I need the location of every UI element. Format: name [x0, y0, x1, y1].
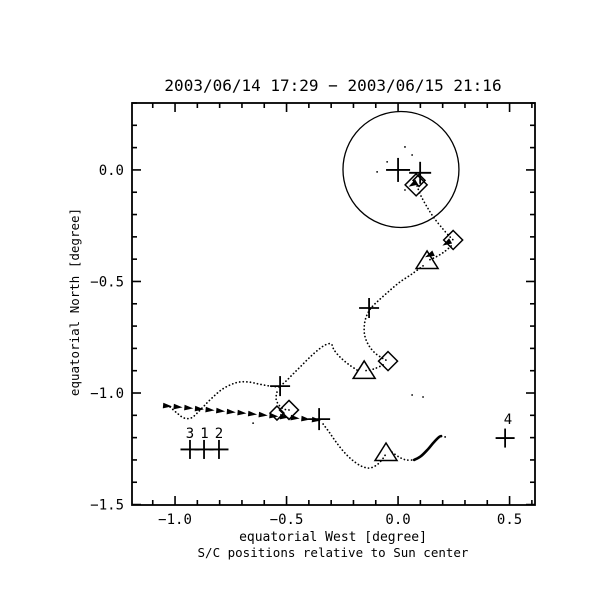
marker-plus: [495, 428, 515, 448]
track-arrow-dash: [173, 403, 183, 410]
x-tick-label: 0.0: [385, 512, 410, 528]
point-dot: [252, 422, 255, 425]
trajectory-segment: [275, 391, 290, 411]
plot-content: 3 1 2 4: [162, 110, 515, 469]
marker-triangle: [373, 441, 399, 462]
marker-diamond: [278, 399, 300, 421]
trajectory-segment: [416, 185, 455, 241]
x-tick-label: 0.5: [497, 512, 522, 528]
trajectory-segment: [391, 451, 415, 461]
point-dot: [376, 171, 379, 173]
trajectory-segment: [279, 342, 358, 387]
direction-arrow: [408, 179, 419, 187]
axis-ticks: [132, 102, 535, 506]
x-tick-label: −1.0: [158, 512, 192, 528]
trajectory-segment: [363, 265, 424, 362]
point-dot: [404, 146, 406, 148]
x-axis-label: equatorial West [degree]: [239, 530, 427, 545]
track-arrow-dash: [258, 411, 268, 418]
x-tick-label: −0.5: [270, 512, 304, 528]
sun-limb-circle: [342, 110, 460, 229]
point-dot: [386, 160, 389, 163]
marker-plus: [386, 157, 411, 182]
trajectory-segment: [426, 245, 452, 262]
track-arrow-dash: [162, 402, 172, 409]
point-dot: [422, 396, 424, 398]
direction-arrow: [425, 250, 435, 258]
track-arrow-dash: [301, 415, 311, 422]
plot-frame: [131, 102, 536, 506]
trajectory-segment: [169, 380, 281, 420]
marker-plus: [308, 408, 331, 431]
marker-diamond: [442, 229, 464, 251]
trajectory-segment: [412, 434, 443, 462]
track-arrow-dash: [205, 406, 215, 413]
y-tick-label: −1.0: [90, 386, 124, 402]
track-arrow-dash: [216, 407, 226, 414]
marker-diamond: [411, 173, 427, 188]
track-arrow-dash: [184, 404, 194, 411]
marker-plus: [359, 298, 380, 319]
sc-number-label: 2: [215, 426, 223, 442]
trajectory-segment: [363, 364, 384, 372]
axis-tick-labels: −1.0 −0.5 0.0 0.5 0.0 −0.5 −1.0 −1.5: [90, 163, 522, 528]
point-dot: [411, 394, 414, 396]
plot-title: 2003/06/14 17:29 − 2003/06/15 21:16: [164, 76, 501, 95]
direction-arrow: [442, 238, 453, 246]
marker-triangle: [351, 359, 377, 380]
y-tick-label: −0.5: [90, 274, 124, 290]
track-arrow-dash: [247, 410, 258, 417]
point-dot: [444, 436, 447, 438]
y-tick-label: −1.5: [90, 498, 124, 514]
sc-number-label: 3: [186, 426, 194, 442]
point-dot: [404, 189, 406, 191]
track-arrow-dash: [237, 409, 247, 416]
track-arrow-dash: [194, 405, 204, 412]
marker-diamond: [377, 350, 399, 372]
marker-diamond: [268, 405, 286, 422]
sc-number-label: 1: [200, 426, 208, 442]
marker-plus: [409, 161, 432, 184]
marker-plus: [270, 376, 291, 397]
plot-caption: S/C positions relative to Sun center: [198, 545, 469, 560]
point-dot: [411, 154, 414, 156]
trajectory-segment: [322, 423, 387, 469]
marker-plus: [209, 439, 229, 459]
track-arrow-dash: [226, 408, 236, 415]
y-tick-label: 0.0: [99, 163, 124, 179]
y-axis-label: equatorial North [degree]: [67, 208, 82, 396]
marker-triangle: [414, 249, 440, 270]
sc-number-label: 4: [504, 412, 512, 428]
